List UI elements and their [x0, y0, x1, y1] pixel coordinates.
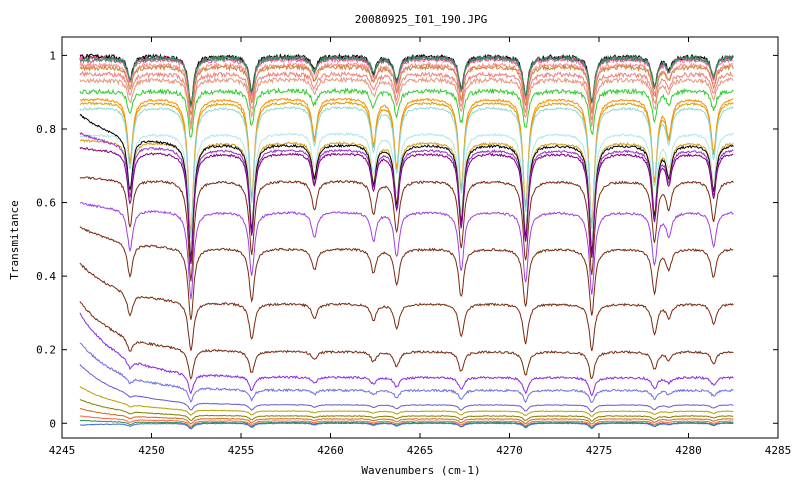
spectrum-series-line	[79, 415, 734, 428]
x-tick-label: 4250	[138, 444, 165, 457]
spectrum-series-line	[79, 176, 734, 282]
x-tick-label: 4265	[407, 444, 434, 457]
x-tick-label: 4280	[675, 444, 702, 457]
x-tick-label: 4245	[49, 444, 76, 457]
x-axis-label: Wavenumbers (cm-1)	[361, 464, 480, 477]
spectrum-series-line	[79, 262, 734, 352]
spectrum-series-line	[79, 105, 734, 239]
spectrum-series-line	[79, 70, 734, 125]
y-tick-label: 1	[49, 49, 56, 62]
y-tick-label: 0.4	[36, 270, 56, 283]
spectrum-series-line	[79, 139, 734, 259]
x-tick-label: 4285	[765, 444, 792, 457]
spectrum-series-line	[79, 364, 734, 413]
spectrum-series-line	[79, 399, 734, 422]
axis-layer: 4245 4250 4255 4260 4265 4270 4275 4280 4285 0 0.2…	[36, 37, 791, 457]
y-axis-label: Transmitance	[8, 200, 21, 279]
spectrum-series-line	[79, 76, 734, 130]
y-tick-label: 0.8	[36, 123, 56, 136]
y-tick-label: 0	[49, 417, 56, 430]
series-layer	[79, 52, 734, 430]
spectrum-series-line	[79, 422, 734, 430]
spectrum-series-line	[79, 146, 734, 265]
spectrum-series-line	[79, 63, 734, 116]
spectrum-series-line	[79, 97, 734, 232]
spectrum-series-line	[79, 342, 734, 404]
spectrum-series-line	[79, 385, 734, 417]
x-tick-label: 4260	[317, 444, 344, 457]
spectrum-series-line	[79, 87, 734, 138]
spectrum-series-line	[79, 407, 734, 425]
chart-title: 20080925_I01_190.JPG	[355, 13, 487, 26]
spectrum-series-line	[79, 131, 734, 263]
spectrum-series-line	[79, 201, 734, 300]
x-tick-label: 4270	[496, 444, 523, 457]
spectrum-series-line	[79, 53, 734, 107]
x-tick-label: 4275	[586, 444, 613, 457]
spectrum-series-line	[79, 312, 734, 397]
spectrum-series-line	[79, 226, 734, 320]
spectrum-series-line	[79, 301, 734, 381]
x-tick-label: 4255	[228, 444, 255, 457]
y-tick-label: 0.6	[36, 197, 56, 210]
y-tick-label: 0.2	[36, 344, 56, 357]
